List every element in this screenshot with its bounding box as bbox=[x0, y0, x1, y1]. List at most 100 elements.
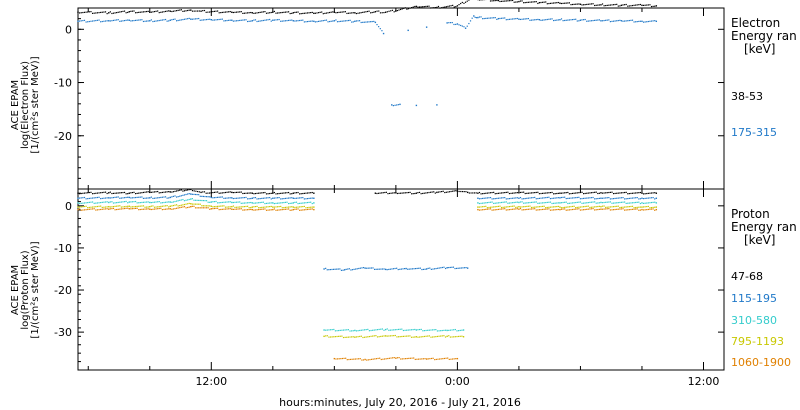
proton-point-3-224 bbox=[443, 335, 445, 337]
electron-point-1-164 bbox=[336, 21, 339, 23]
proton-point-0-270 bbox=[567, 191, 569, 194]
proton-point-3-63 bbox=[177, 205, 179, 207]
proton-point-4-110 bbox=[251, 208, 254, 211]
proton-point-0-303 bbox=[619, 192, 621, 194]
proton-point-2-225 bbox=[444, 329, 447, 331]
proton-point-2-125 bbox=[275, 202, 277, 204]
proton-point-2-253 bbox=[502, 201, 504, 203]
proton-point-2-175 bbox=[363, 329, 366, 331]
proton-point-3-197 bbox=[399, 336, 401, 338]
proton-point-1-293 bbox=[557, 197, 559, 199]
proton-point-0-215 bbox=[480, 193, 482, 195]
proton-point-0-106 bbox=[246, 192, 249, 194]
electron-point-1-95 bbox=[228, 19, 230, 21]
proton-point-2-245 bbox=[489, 201, 492, 203]
proton-point-1-237 bbox=[460, 267, 462, 269]
proton-point-4-307 bbox=[603, 208, 605, 210]
electron-point-0-355 bbox=[641, 4, 643, 7]
proton-point-2-304 bbox=[582, 202, 585, 204]
electron-point-1-161 bbox=[332, 20, 334, 22]
electron-point-0-215 bbox=[420, 6, 422, 8]
electron-point-0-47 bbox=[152, 11, 154, 13]
proton-point-0-170 bbox=[407, 191, 410, 194]
proton-point-2-33 bbox=[130, 201, 132, 203]
proton-point-0-164 bbox=[398, 192, 400, 194]
electron-point-0-93 bbox=[226, 11, 228, 13]
electron-point-0-66 bbox=[182, 10, 184, 12]
proton-point-1-191 bbox=[388, 268, 390, 271]
proton-point-3-336 bbox=[633, 207, 635, 209]
proton-point-4-329 bbox=[638, 209, 640, 211]
xtick-label-0: 12:00 bbox=[195, 375, 227, 388]
proton-point-3-179 bbox=[370, 335, 372, 337]
proton-point-3-226 bbox=[446, 335, 448, 338]
electron-point-0-185 bbox=[371, 11, 373, 14]
proton-point-1-159 bbox=[337, 268, 339, 270]
proton-point-4-154 bbox=[340, 358, 342, 360]
electron-point-0-113 bbox=[258, 12, 260, 14]
proton-point-2-343 bbox=[644, 202, 646, 204]
proton-point-3-86 bbox=[213, 206, 216, 208]
electron-point-0-72 bbox=[191, 10, 194, 12]
proton-point-1-317 bbox=[595, 198, 597, 200]
proton-point-0-142 bbox=[303, 192, 305, 194]
proton-point-3-216 bbox=[430, 336, 432, 338]
proton-point-4-183 bbox=[387, 357, 389, 360]
electron-series-175-315 bbox=[77, 15, 658, 107]
proton-point-3-142 bbox=[302, 205, 304, 208]
proton-point-2-259 bbox=[512, 202, 514, 204]
proton-point-2-317 bbox=[603, 201, 605, 204]
electron-point-1-139 bbox=[297, 20, 299, 22]
proton-point-0-18 bbox=[106, 192, 108, 195]
proton-point-0-207 bbox=[466, 191, 469, 194]
electron-point-1-330 bbox=[646, 21, 648, 23]
proton-point-2-205 bbox=[412, 329, 414, 331]
electron-point-1-34 bbox=[131, 20, 134, 22]
proton-point-3-42 bbox=[144, 206, 146, 208]
proton-point-4-25 bbox=[117, 208, 119, 210]
proton-point-4-151 bbox=[335, 358, 337, 360]
proton-point-4-142 bbox=[302, 209, 304, 211]
proton-point-4-328 bbox=[636, 208, 638, 210]
electron-point-0-232 bbox=[447, 5, 449, 7]
electron-point-1-152 bbox=[317, 20, 320, 22]
proton-point-1-100 bbox=[235, 197, 238, 199]
proton-point-3-89 bbox=[218, 205, 220, 207]
proton-point-1-266 bbox=[515, 197, 517, 199]
proton-point-0-95 bbox=[229, 191, 231, 193]
proton-point-0-221 bbox=[489, 192, 492, 194]
proton-point-1-139 bbox=[297, 197, 299, 199]
proton-point-2-296 bbox=[570, 202, 572, 204]
proton-point-1-335 bbox=[624, 198, 626, 200]
proton-point-2-108 bbox=[248, 202, 250, 204]
proton-point-3-251 bbox=[499, 205, 501, 207]
proton-point-2-50 bbox=[157, 201, 159, 203]
proton-point-1-281 bbox=[538, 197, 541, 199]
proton-point-2-266 bbox=[523, 202, 525, 204]
proton-point-4-100 bbox=[235, 208, 238, 210]
proton-point-4-56 bbox=[166, 208, 168, 210]
electron-point-0-127 bbox=[280, 12, 282, 14]
proton-point-3-29 bbox=[123, 206, 126, 208]
proton-point-4-167 bbox=[361, 359, 363, 361]
proton-point-4-202 bbox=[417, 358, 420, 360]
proton-point-0-64 bbox=[179, 189, 181, 191]
proton-point-3-338 bbox=[636, 206, 638, 208]
electron-point-1-35 bbox=[133, 19, 135, 22]
proton-point-4-8 bbox=[90, 208, 92, 210]
electron-point-0-350 bbox=[633, 4, 635, 6]
proton-point-4-18 bbox=[106, 208, 108, 210]
proton-point-4-204 bbox=[421, 358, 423, 360]
proton-point-2-189 bbox=[386, 328, 388, 330]
proton-point-3-91 bbox=[221, 205, 223, 207]
proton-point-2-334 bbox=[630, 202, 632, 204]
proton-point-3-198 bbox=[401, 335, 403, 338]
proton-point-3-153 bbox=[328, 336, 330, 338]
proton-point-1-102 bbox=[239, 197, 241, 199]
electron-point-0-293 bbox=[543, 1, 545, 3]
proton-point-2-294 bbox=[567, 202, 569, 205]
proton-point-4-105 bbox=[243, 209, 246, 211]
proton-point-0-253 bbox=[540, 192, 542, 195]
electron-point-0-54 bbox=[163, 11, 165, 13]
